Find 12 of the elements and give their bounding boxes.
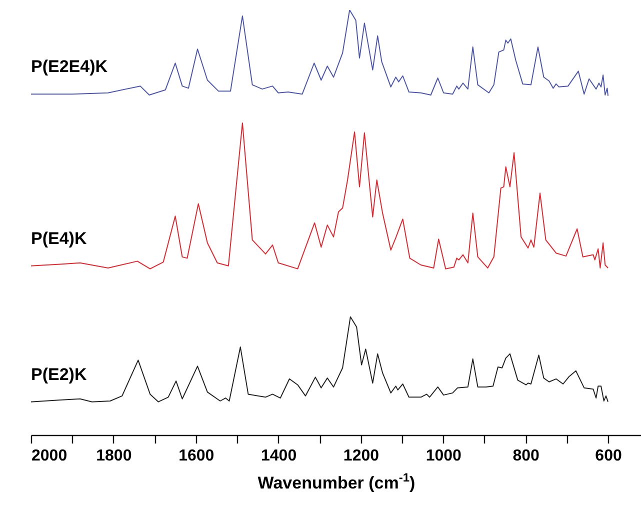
x-tick-label: 1200 bbox=[343, 448, 380, 464]
x-tick-label: 1800 bbox=[96, 448, 132, 464]
series-label: P(E4)K bbox=[31, 228, 88, 248]
x-tick-label: 600 bbox=[595, 448, 622, 464]
series-label: P(E2)K bbox=[31, 364, 88, 384]
x-axis-title: Wavenumber (cm$^{-1}$) bbox=[258, 470, 416, 492]
x-tick-label: 800 bbox=[512, 448, 540, 464]
x-tick-label: 1000 bbox=[426, 448, 462, 464]
series-label: P(E2E4)K bbox=[31, 57, 108, 76]
x-tick-label: 1400 bbox=[261, 448, 297, 464]
x-tick-label: 1600 bbox=[178, 448, 214, 464]
x-tick-label: 2000 bbox=[32, 448, 68, 464]
